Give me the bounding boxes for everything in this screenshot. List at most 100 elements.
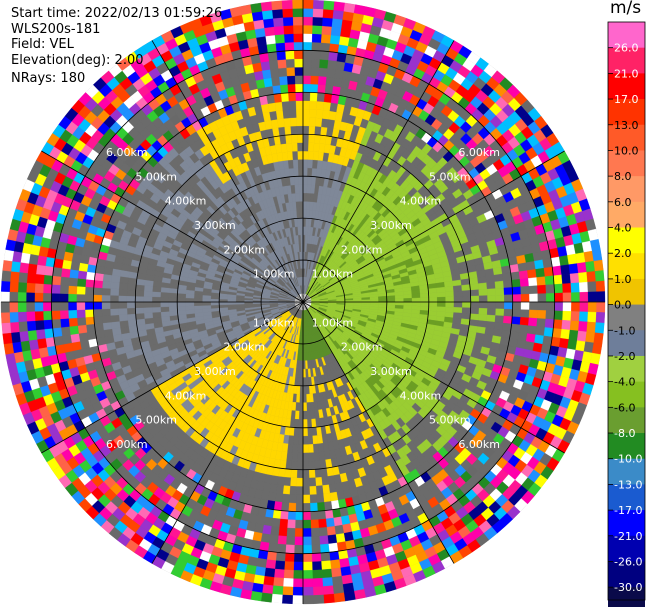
velocity-bin <box>110 288 120 296</box>
velocity-bin <box>340 27 352 38</box>
velocity-bin <box>319 543 330 554</box>
velocity-bin <box>334 524 344 535</box>
velocity-bin <box>452 279 462 287</box>
velocity-bin <box>527 325 537 335</box>
velocity-bin <box>84 309 94 318</box>
velocity-bin <box>323 492 332 503</box>
velocity-bin <box>309 502 318 512</box>
velocity-bin <box>571 301 580 312</box>
velocity-bin <box>579 311 589 323</box>
velocity-bin <box>293 561 304 571</box>
velocity-bin <box>332 584 345 595</box>
velocity-bin <box>302 167 308 177</box>
velocity-bin <box>315 485 324 495</box>
velocity-bin <box>43 319 53 330</box>
velocity-bin <box>9 271 20 283</box>
velocity-bin <box>453 307 463 314</box>
velocity-bin <box>135 318 146 326</box>
velocity-bin <box>298 410 304 420</box>
velocity-bin <box>26 272 37 284</box>
velocity-bin <box>329 43 340 53</box>
velocity-bin <box>520 286 530 295</box>
velocity-bin <box>302 33 313 43</box>
velocity-bin <box>395 298 404 303</box>
velocity-bin <box>306 419 312 428</box>
velocity-bin <box>411 305 421 311</box>
velocity-bin <box>67 293 77 303</box>
velocity-bin <box>118 301 128 309</box>
velocity-bin <box>322 577 333 587</box>
velocity-bin <box>18 272 28 283</box>
velocity-bin <box>298 419 304 428</box>
velocity-bin <box>210 298 220 303</box>
velocity-bin <box>265 559 276 570</box>
velocity-bin <box>279 518 288 529</box>
velocity-bin <box>318 518 327 529</box>
velocity-bin <box>313 134 321 144</box>
velocity-bin <box>462 295 471 303</box>
velocity-bin <box>160 311 170 318</box>
velocity-bin <box>302 503 311 512</box>
velocity-bin <box>310 410 316 420</box>
velocity-bin <box>307 427 313 437</box>
velocity-bin <box>302 209 307 219</box>
velocity-bin <box>553 310 564 321</box>
velocity-bin <box>311 561 322 571</box>
velocity-bin <box>307 167 313 177</box>
velocity-bin <box>20 340 31 352</box>
velocity-bin <box>332 9 345 20</box>
velocity-bin <box>34 310 44 321</box>
velocity-bin <box>520 309 530 318</box>
velocity-bin <box>9 281 19 293</box>
velocity-bin <box>3 342 15 355</box>
velocity-bin <box>308 134 315 144</box>
velocity-bin <box>461 284 471 292</box>
velocity-bin <box>537 301 547 311</box>
velocity-bin <box>587 311 597 323</box>
velocity-bin <box>520 301 530 311</box>
velocity-bin <box>93 279 103 289</box>
velocity-bin <box>126 301 136 309</box>
velocity-bin <box>594 270 605 282</box>
velocity-bin <box>302 528 312 538</box>
velocity-bin <box>19 330 30 342</box>
velocity-bin <box>177 301 186 307</box>
velocity-bin <box>321 476 329 486</box>
velocity-bin <box>420 301 429 307</box>
velocity-bin <box>595 280 605 292</box>
velocity-bin <box>453 301 463 308</box>
velocity-bin <box>312 578 324 588</box>
velocity-bin <box>326 526 336 536</box>
velocity-bin <box>71 341 82 352</box>
velocity-bin <box>85 316 95 325</box>
velocity-bin <box>160 301 170 308</box>
velocity-bin <box>293 570 304 579</box>
velocity-bin <box>313 0 325 10</box>
velocity-bin <box>314 468 322 478</box>
velocity-bin <box>302 217 307 227</box>
velocity-bin <box>135 290 145 297</box>
velocity-bin <box>185 305 195 311</box>
velocity-bin <box>302 461 310 470</box>
velocity-bin <box>529 301 539 311</box>
velocity-bin <box>436 291 446 298</box>
velocity-bin <box>299 377 304 387</box>
velocity-bin <box>126 295 136 303</box>
velocity-bin <box>328 51 339 62</box>
velocity-bin <box>302 385 307 395</box>
velocity-bin <box>17 291 27 303</box>
velocity-bin <box>569 320 580 332</box>
velocity-bin <box>308 117 317 127</box>
velocity-bin <box>469 283 479 291</box>
velocity-bin <box>525 333 536 343</box>
velocity-bin <box>270 526 280 536</box>
velocity-bin <box>327 475 336 485</box>
velocity-bin <box>302 150 309 160</box>
velocity-bin <box>144 317 154 325</box>
velocity-bin <box>103 328 114 338</box>
velocity-bin <box>315 477 323 487</box>
velocity-bin <box>110 281 120 290</box>
velocity-bin <box>436 301 446 308</box>
velocity-bin <box>177 310 187 316</box>
velocity-bin <box>302 58 312 68</box>
